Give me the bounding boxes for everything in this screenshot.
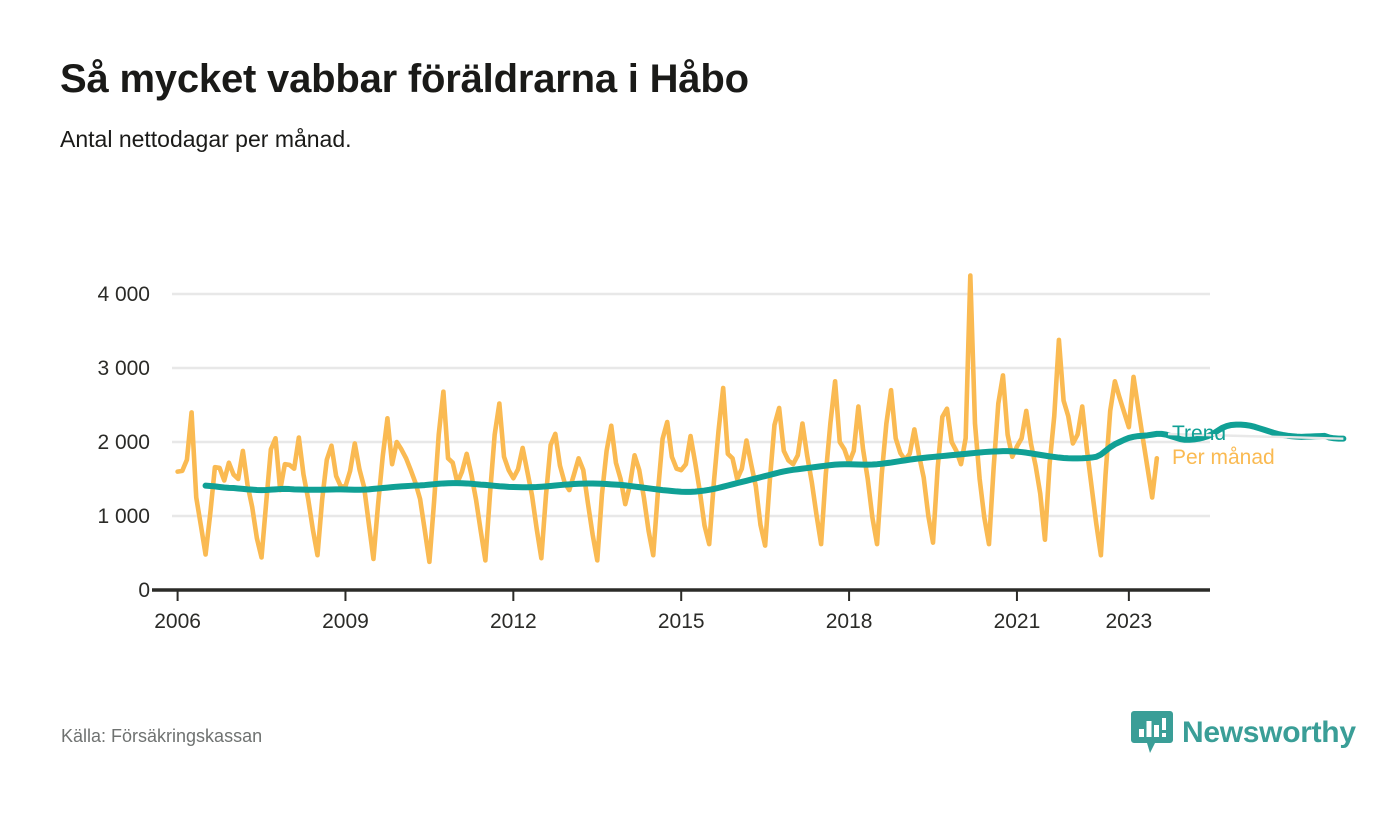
y-tick-label: 1 000 [97,505,150,528]
y-tick-label: 0 [138,579,150,602]
chart-header: Så mycket vabbar föräldrarna i Håbo Anta… [60,56,1340,154]
x-tick-label: 2012 [490,610,537,633]
series-line-trend [202,421,1347,495]
x-tick-label: 2021 [994,610,1041,633]
legend-connector [1167,432,1344,440]
x-tick-label: 2018 [826,610,873,633]
page-title: Så mycket vabbar föräldrarna i Håbo [60,57,749,101]
bar-chart-speech-bubble-icon [1131,711,1173,753]
series-line-per-månad [175,273,1160,565]
x-tick-label: 2006 [154,610,201,633]
x-axis-group [152,588,1210,601]
gridlines-group [172,292,1210,518]
brand-name: Newsworthy [1182,716,1356,749]
page-subtitle: Antal nettodagar per månad. [60,126,352,152]
y-axis-labels-group: 0 1 000 2 000 3 000 4 000 [97,283,150,602]
x-tick-label: 2023 [1106,610,1153,633]
y-tick-label: 2 000 [97,431,150,454]
x-tick-label: 2015 [658,610,705,633]
series-label-per-månad: Per månad [1172,446,1275,469]
source-note: Källa: Försäkringskassan [61,726,263,746]
x-tick-label: 2009 [322,610,369,633]
y-tick-label: 4 000 [97,283,150,306]
y-tick-label: 3 000 [97,357,150,380]
series-label-trend: Trend [1172,422,1226,445]
newsworthy-logo[interactable]: Newsworthy [1131,709,1356,757]
x-axis-labels-group: 2006 2009 2012 2015 2018 2021 2023 [154,610,1152,633]
series-group [175,273,1347,565]
